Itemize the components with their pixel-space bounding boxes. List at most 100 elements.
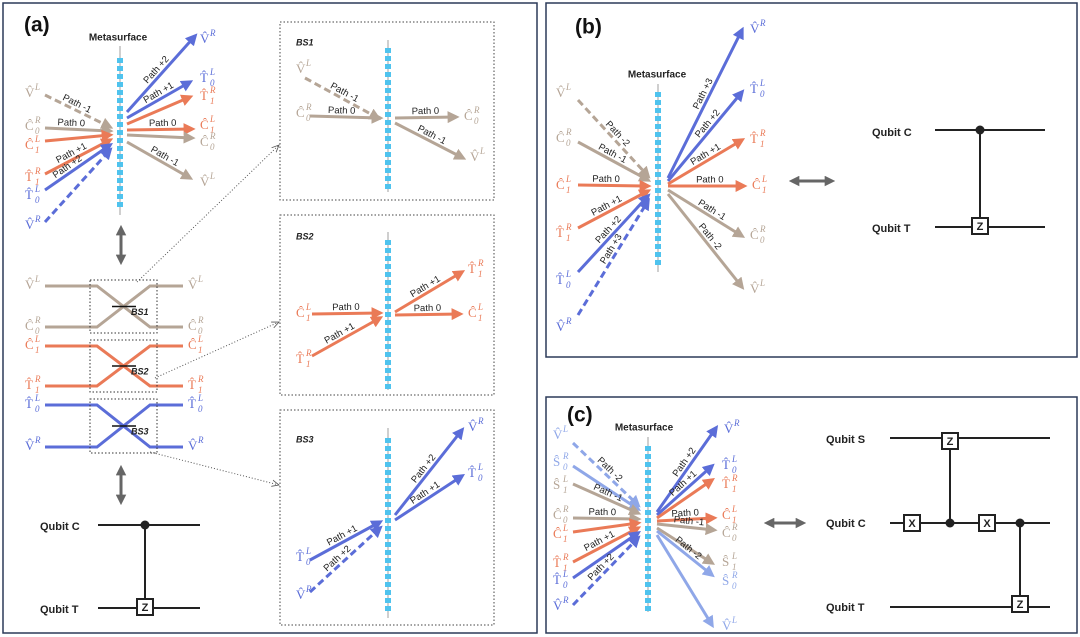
bs3-frame — [279, 409, 495, 626]
mode-superscript: R — [34, 214, 41, 224]
mode-subscript: 0 — [732, 581, 737, 591]
beam-arrow — [394, 111, 460, 124]
mode-label: Ĉ1L — [25, 334, 40, 355]
meta-atom — [385, 582, 391, 587]
path-label: Path 0 — [589, 507, 617, 518]
meta-atom — [385, 88, 391, 93]
meta-atom — [117, 186, 123, 191]
meta-atom — [385, 136, 391, 141]
beam-arrow — [308, 525, 383, 594]
mode-label: Ĉ1L — [553, 523, 568, 544]
mode-subscript: 1 — [478, 313, 483, 323]
meta-atom — [117, 66, 123, 71]
mode-symbol: V̂ — [200, 174, 210, 189]
mode-superscript: R — [562, 451, 569, 461]
mode-subscript: 1 — [198, 385, 203, 395]
meta-atom — [117, 154, 123, 159]
beam-arrow — [126, 131, 196, 144]
meta-atom — [385, 240, 391, 245]
mode-label: Ĉ1L — [722, 504, 737, 525]
mode-superscript: L — [34, 184, 40, 194]
meta-atom — [117, 194, 123, 199]
mode-subscript: 0 — [306, 557, 311, 567]
beam-arrow — [656, 522, 718, 536]
meta-atom — [117, 106, 123, 111]
mode-superscript: R — [209, 85, 216, 95]
meta-atom — [655, 108, 661, 113]
mode-symbol: Ĉ — [556, 130, 565, 145]
mode-label: V̂R — [553, 595, 569, 613]
mode-symbol: V̂ — [188, 438, 198, 453]
control-dot — [975, 125, 985, 135]
meta-atom — [385, 438, 391, 443]
mode-symbol: T̂ — [750, 81, 758, 96]
mode-symbol: T̂ — [200, 70, 208, 85]
mode-superscript: R — [34, 435, 41, 445]
mode-superscript: L — [562, 523, 568, 533]
beamsplitter-label: BS1 — [131, 307, 149, 317]
mode-symbol: T̂ — [25, 187, 33, 202]
mode-superscript: L — [731, 454, 737, 464]
mode-label: Ŝ 0R — [722, 570, 738, 591]
qubit-label: Qubit C — [872, 127, 912, 139]
qubit-label: Qubit T — [40, 604, 79, 616]
beam-arrow — [126, 140, 194, 180]
mode-subscript: 1 — [732, 484, 737, 494]
meta-atom — [385, 462, 391, 467]
mode-superscript: L — [477, 462, 483, 472]
subpanel-title: BS1 — [296, 37, 314, 47]
meta-atom — [117, 138, 123, 143]
meta-atom — [385, 598, 391, 603]
mode-symbol: T̂ — [556, 272, 564, 287]
mode-superscript: L — [731, 551, 737, 561]
bs2-frame — [279, 214, 495, 396]
meta-atom — [655, 180, 661, 185]
mode-label: T̂ 0L — [25, 184, 40, 205]
meta-atom — [385, 56, 391, 61]
mode-symbol: Ŝ — [553, 477, 560, 492]
control-dot — [945, 518, 955, 528]
beamsplitter-box — [89, 279, 158, 334]
meta-atom — [645, 574, 651, 579]
mode-superscript: L — [209, 114, 215, 124]
meta-atom — [117, 82, 123, 87]
mode-symbol: Ĉ — [722, 507, 731, 522]
mode-symbol: T̂ — [722, 457, 730, 472]
meta-atom — [385, 352, 391, 357]
mode-symbol: V̂ — [553, 427, 563, 442]
mode-symbol: Ĉ — [296, 105, 305, 120]
mode-superscript: R — [759, 224, 766, 234]
beam-arrow — [572, 530, 641, 580]
subpanel-title: BS2 — [296, 231, 314, 241]
mode-superscript: L — [34, 134, 40, 144]
mode-label: T̂ 1R — [722, 473, 738, 494]
mode-label: Ĉ0R — [25, 115, 41, 136]
meta-atom — [385, 376, 391, 381]
mode-label: T̂ 1R — [25, 166, 41, 187]
beam-arrow — [44, 93, 114, 129]
mode-label: Ĉ1L — [296, 302, 311, 323]
meta-atom — [385, 120, 391, 125]
mode-label: V̂R — [200, 28, 216, 46]
meta-atom — [655, 260, 661, 265]
mode-subscript: 0 — [563, 462, 568, 472]
beam-arrow — [44, 142, 113, 192]
mode-symbol: Ĉ — [188, 337, 197, 352]
meta-atom — [385, 518, 391, 523]
mode-superscript: R — [565, 127, 572, 137]
meta-atom — [385, 384, 391, 389]
mode-label: Ĉ0R — [200, 131, 216, 152]
meta-atom — [117, 90, 123, 95]
mode-label: Ĉ0R — [722, 522, 738, 543]
beam-arrow — [126, 80, 194, 120]
mode-superscript: L — [562, 474, 568, 484]
meta-atom — [385, 478, 391, 483]
mode-subscript: 0 — [306, 113, 311, 123]
mode-superscript: R — [34, 166, 41, 176]
meta-atom — [655, 236, 661, 241]
mode-label: T̂ 1R — [556, 222, 572, 243]
mode-label: T̂ 0L — [556, 269, 571, 290]
meta-atom — [385, 550, 391, 555]
meta-atom — [117, 202, 123, 207]
